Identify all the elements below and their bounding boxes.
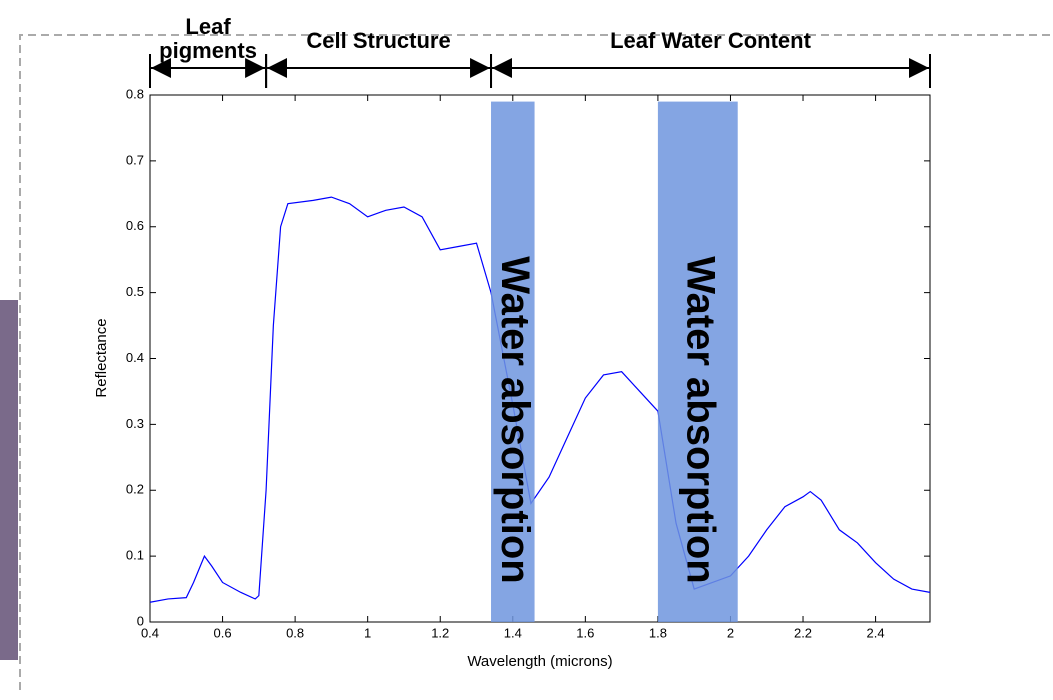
data-line xyxy=(149,196,931,603)
background-image-strip xyxy=(0,300,18,660)
x-tick-label: 2 xyxy=(727,625,734,640)
x-axis-label: Wavelength (microns) xyxy=(467,653,612,670)
x-tick-label: 2.2 xyxy=(794,625,812,640)
y-tick-label: 0.5 xyxy=(126,284,144,299)
x-tick-label: 1.2 xyxy=(431,625,449,640)
y-tick-label: 0.1 xyxy=(126,548,144,563)
y-tick-label: 0.6 xyxy=(126,218,144,233)
x-tick-label: 0.8 xyxy=(286,625,304,640)
absorption-band xyxy=(491,101,535,622)
y-tick-label: 0.2 xyxy=(126,482,144,497)
y-axis-label: Reflectance xyxy=(93,318,110,397)
y-tick-label: 0.8 xyxy=(126,86,144,101)
band-label: Water absorption xyxy=(678,256,722,583)
region-label: Leaf xyxy=(185,14,231,39)
region-label: Cell Structure xyxy=(306,28,450,53)
y-tick-label: 0 xyxy=(137,613,144,628)
x-tick-label: 1.6 xyxy=(576,625,594,640)
x-tick-label: 1 xyxy=(364,625,371,640)
band-label: Water absorption xyxy=(493,256,537,583)
y-tick-label: 0.3 xyxy=(126,416,144,431)
x-tick-label: 0.4 xyxy=(141,625,159,640)
region-label: Leaf Water Content xyxy=(610,28,812,53)
y-tick-label: 0.7 xyxy=(126,152,144,167)
x-tick-label: 1.4 xyxy=(504,625,522,640)
y-tick-label: 0.4 xyxy=(126,350,144,365)
x-tick-label: 0.6 xyxy=(214,625,232,640)
absorption-band xyxy=(657,101,738,622)
dashed-border xyxy=(19,34,1053,690)
plot-area xyxy=(149,94,931,623)
x-tick-label: 2.4 xyxy=(867,625,885,640)
region-label: pigments xyxy=(159,38,257,63)
x-tick-label: 1.8 xyxy=(649,625,667,640)
